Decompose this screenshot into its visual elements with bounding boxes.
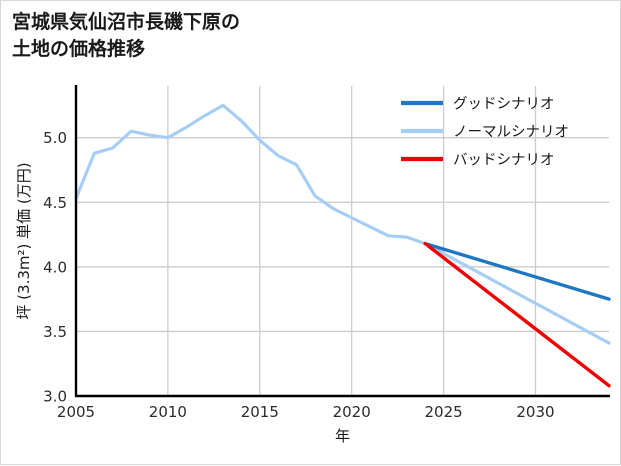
chart-title: 宮城県気仙沼市長磯下原の 土地の価格推移	[12, 11, 241, 60]
y-tick-label: 5.0	[43, 129, 67, 147]
gridlines-group	[75, 86, 609, 397]
y-tick-labels-group: 3.0 3.5 4.0 4.5 5.0	[43, 129, 67, 405]
y-tick-label: 3.5	[43, 323, 67, 341]
legend-label-bad: バッドシナリオ	[453, 153, 555, 169]
y-tick-label: 4.5	[43, 194, 67, 212]
x-tick-label: 2005	[57, 403, 95, 421]
series-line-normal	[74, 103, 611, 345]
x-tick-label: 2025	[424, 403, 462, 421]
x-tick-label: 2010	[149, 403, 187, 421]
series-line-bad	[423, 241, 611, 388]
y-axis-title: 坪 (3.3m²) 単価 (万円)	[15, 162, 33, 319]
axis-lines-group	[74, 85, 610, 398]
series-line-good	[423, 241, 611, 301]
axis-titles-group: 年 坪 (3.3m²) 単価 (万円)	[15, 162, 350, 445]
legend-label-good: グッドシナリオ	[453, 96, 555, 113]
x-tick-labels-group: 2005 2010 2015 2020 2025 2030	[57, 403, 555, 421]
x-tick-label: 2030	[516, 403, 554, 421]
x-tick-label: 2020	[333, 403, 371, 421]
series-lines-group	[74, 103, 611, 388]
y-tick-label: 3.0	[43, 388, 67, 406]
x-axis-title: 年	[335, 427, 350, 445]
y-tick-label: 4.0	[43, 258, 67, 276]
legend-label-normal: ノーマルシナリオ	[453, 125, 569, 141]
x-tick-label: 2015	[241, 403, 279, 421]
